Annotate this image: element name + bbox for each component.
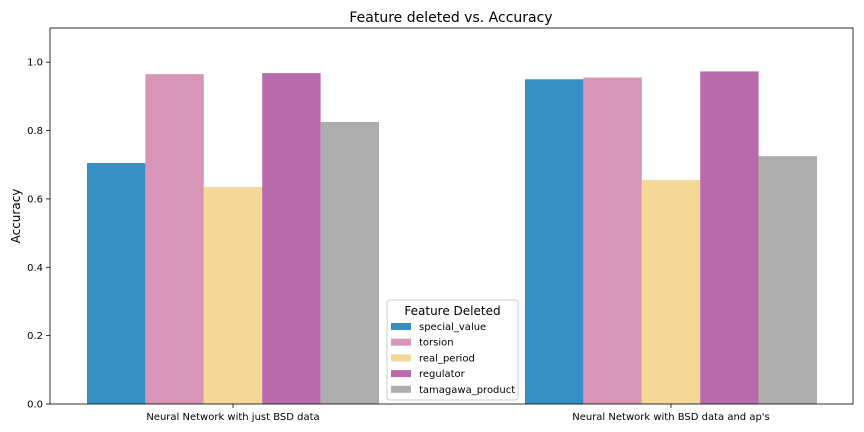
legend-label-regulator: regulator [419, 369, 466, 380]
x-tick-label: Neural Network with just BSD data [146, 412, 319, 423]
legend-box [386, 299, 519, 401]
axes-layer: 0.0 0.2 0.4 0.6 0.8 1.0 Neural Network with ju… [27, 27, 854, 423]
plot-frame [49, 27, 854, 405]
bar-special-value-group-2 [525, 79, 584, 404]
legend-label-special-value: special_value [419, 322, 486, 333]
bar-torsion-group-2 [583, 77, 642, 405]
bar-tamagawa-product-group-2 [758, 156, 817, 404]
legend-label-torsion: torsion [419, 338, 454, 349]
legend-title: Feature Deleted [404, 304, 500, 318]
y-tick-label: 0.4 [27, 263, 43, 274]
bar-tamagawa-product-group-1 [320, 122, 379, 404]
y-tick-label: 1.0 [27, 58, 43, 69]
legend-swatch-regulator [391, 370, 411, 378]
chart-title: Feature deleted vs. Accuracy [349, 10, 552, 26]
x-tick-label: Neural Network with BSD data and ap's [572, 412, 770, 423]
bar-regulator-group-2 [700, 71, 759, 404]
legend-label-real-period: real_period [419, 353, 475, 364]
legend-label-tamagawa-product: tamagawa_product [419, 385, 515, 396]
y-tick-label: 0.2 [27, 331, 43, 342]
bar-regulator-group-1 [262, 73, 321, 405]
legend-swatch-real-period [391, 354, 411, 362]
bar-real-period-group-2 [641, 180, 701, 404]
y-tick-label: 0.8 [27, 126, 43, 137]
bar-real-period-group-1 [203, 186, 263, 404]
legend-swatch-tamagawa-product [391, 385, 411, 393]
y-axis-label: Accuracy [9, 189, 23, 244]
bars-layer [87, 71, 817, 405]
y-tick-label: 0.0 [27, 400, 43, 411]
y-tick-label: 0.6 [27, 194, 43, 205]
legend-swatch-torsion [391, 338, 411, 346]
bar-special-value-group-1 [87, 163, 146, 404]
bar-torsion-group-1 [145, 74, 204, 405]
legend-swatch-special-value [391, 323, 411, 330]
